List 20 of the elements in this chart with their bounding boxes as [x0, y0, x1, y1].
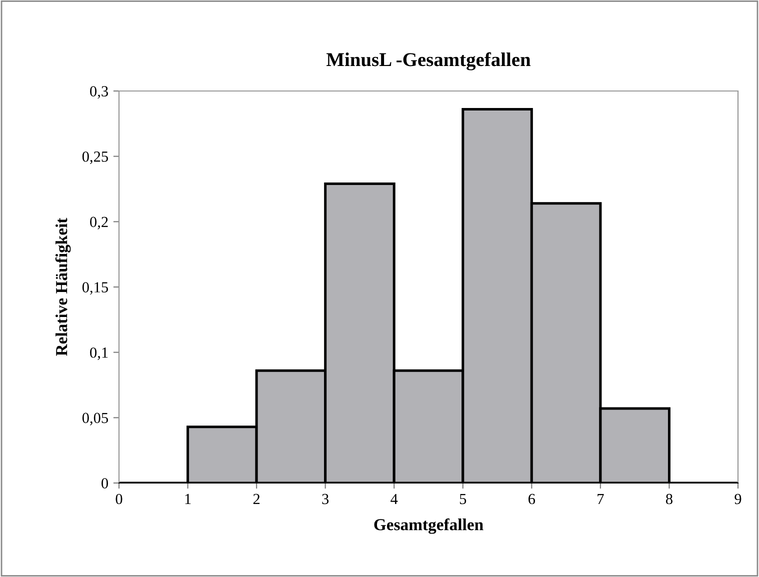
- x-tick-label: 7: [598, 494, 604, 504]
- y-axis-title: Relative Häufigkeit: [55, 218, 71, 356]
- y-tick-label: 0,25: [82, 151, 108, 164]
- x-tick-label: 6: [528, 494, 536, 504]
- x-tick-label: 4: [390, 494, 398, 504]
- x-tick-label: 2: [253, 494, 260, 504]
- y-tick-label: 0: [102, 478, 108, 488]
- x-tick-label: 5: [460, 494, 466, 504]
- y-tick-label: 0,05: [82, 412, 108, 426]
- x-tick-label: 0: [116, 494, 122, 504]
- y-tick-label: 0,2: [90, 216, 108, 230]
- x-axis-title: Gesamtgefallen: [374, 518, 484, 534]
- y-tick-label: 0,15: [82, 282, 108, 295]
- x-tick-label: 8: [666, 494, 672, 504]
- y-tick-label: 0,1: [90, 347, 108, 360]
- y-tick-label: 0,3: [90, 86, 108, 99]
- chart-title: MinusL -Gesamtgefallen: [326, 52, 531, 70]
- x-tick-label: 9: [734, 494, 742, 504]
- x-tick-label: 3: [322, 494, 329, 504]
- x-tick-label: 1: [185, 494, 191, 504]
